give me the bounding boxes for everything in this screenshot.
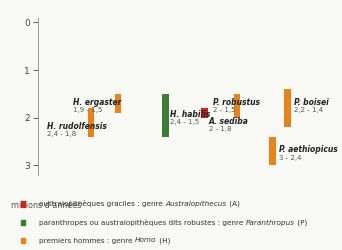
Text: A. sediba: A. sediba [209, 117, 249, 126]
Bar [88, 108, 94, 137]
Text: H. ergaster: H. ergaster [73, 98, 122, 107]
Text: 3 - 2,4: 3 - 2,4 [279, 155, 301, 161]
Text: Australopithecus: Australopithecus [166, 201, 227, 207]
Text: 2 - 1,8: 2 - 1,8 [209, 126, 231, 132]
Text: Homo: Homo [135, 238, 157, 244]
Text: P. boisei: P. boisei [293, 98, 328, 107]
Text: 2,4 - 1,8: 2,4 - 1,8 [47, 131, 76, 137]
Text: 2,4 - 1,5: 2,4 - 1,5 [170, 119, 199, 125]
Text: 2 - 1,5: 2 - 1,5 [213, 107, 236, 113]
Text: 2,2 - 1,4: 2,2 - 1,4 [293, 107, 323, 113]
Text: (H): (H) [157, 237, 170, 244]
Text: P. robustus: P. robustus [213, 98, 260, 107]
Text: australopithèques graciles : genre: australopithèques graciles : genre [39, 200, 166, 207]
Bar [269, 137, 276, 166]
Text: P. aethiopicus: P. aethiopicus [279, 146, 337, 154]
Text: Paranthropus: Paranthropus [246, 220, 295, 226]
Text: millions d’années: millions d’années [11, 201, 81, 210]
Text: H. rudolfensis: H. rudolfensis [47, 122, 106, 130]
Bar [234, 94, 240, 118]
Bar [115, 94, 121, 113]
Text: (A): (A) [227, 200, 239, 207]
Text: H. habilis: H. habilis [170, 110, 210, 118]
Text: premiers hommes : genre: premiers hommes : genre [39, 238, 135, 244]
Bar [162, 94, 169, 137]
Bar [284, 89, 291, 127]
Text: 1,9 - 1,5: 1,9 - 1,5 [73, 107, 103, 113]
Text: (P): (P) [295, 219, 307, 226]
Bar [201, 108, 208, 118]
Text: paranthropes ou australopithèques dits robustes : genre: paranthropes ou australopithèques dits r… [39, 219, 246, 226]
